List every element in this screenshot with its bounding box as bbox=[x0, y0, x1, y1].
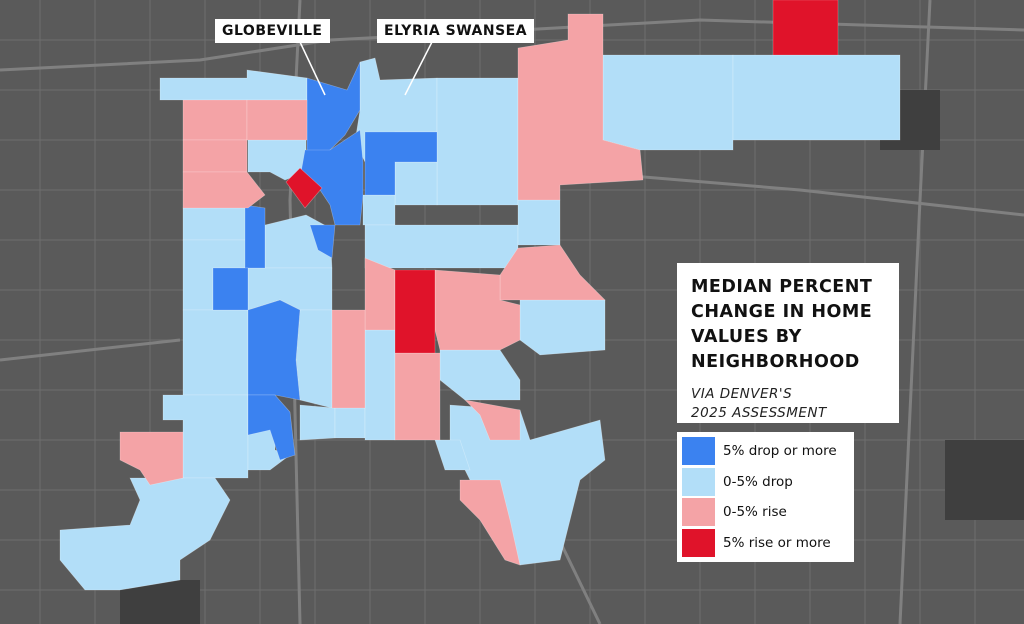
map-subtitle: VIA DENVER'S 2025 ASSESSMENT bbox=[691, 386, 827, 421]
rise-0-5-areas bbox=[119, 13, 644, 566]
drop-5-plus-areas bbox=[212, 61, 438, 461]
neighborhood-polygons bbox=[59, 0, 901, 591]
legend-label: 5% rise or more bbox=[723, 534, 831, 551]
legend-item: 0-5% rise bbox=[682, 497, 849, 528]
rise-5-plus-areas bbox=[285, 0, 839, 354]
legend-swatch bbox=[682, 498, 715, 527]
legend-item: 5% rise or more bbox=[682, 528, 849, 559]
legend-swatch bbox=[682, 437, 715, 466]
map-title-box: MEDIAN PERCENT CHANGE IN HOME VALUES BY … bbox=[677, 263, 899, 423]
legend-label: 0-5% drop bbox=[723, 473, 793, 490]
callout-elyria-swansea: ELYRIA SWANSEA bbox=[377, 19, 535, 43]
legend-swatch bbox=[682, 467, 715, 496]
map-title: MEDIAN PERCENT CHANGE IN HOME VALUES BY … bbox=[691, 277, 873, 372]
legend-label: 5% drop or more bbox=[723, 443, 837, 460]
legend-item: 0-5% drop bbox=[682, 467, 849, 498]
callout-globeville: GLOBEVILLE bbox=[215, 19, 330, 43]
legend-label: 0-5% rise bbox=[723, 504, 787, 521]
legend-item: 5% drop or more bbox=[682, 436, 849, 467]
legend-swatch bbox=[682, 528, 715, 557]
legend: 5% drop or more 0-5% drop 0-5% rise 5% r… bbox=[677, 432, 854, 562]
callout-leaders bbox=[299, 41, 433, 96]
